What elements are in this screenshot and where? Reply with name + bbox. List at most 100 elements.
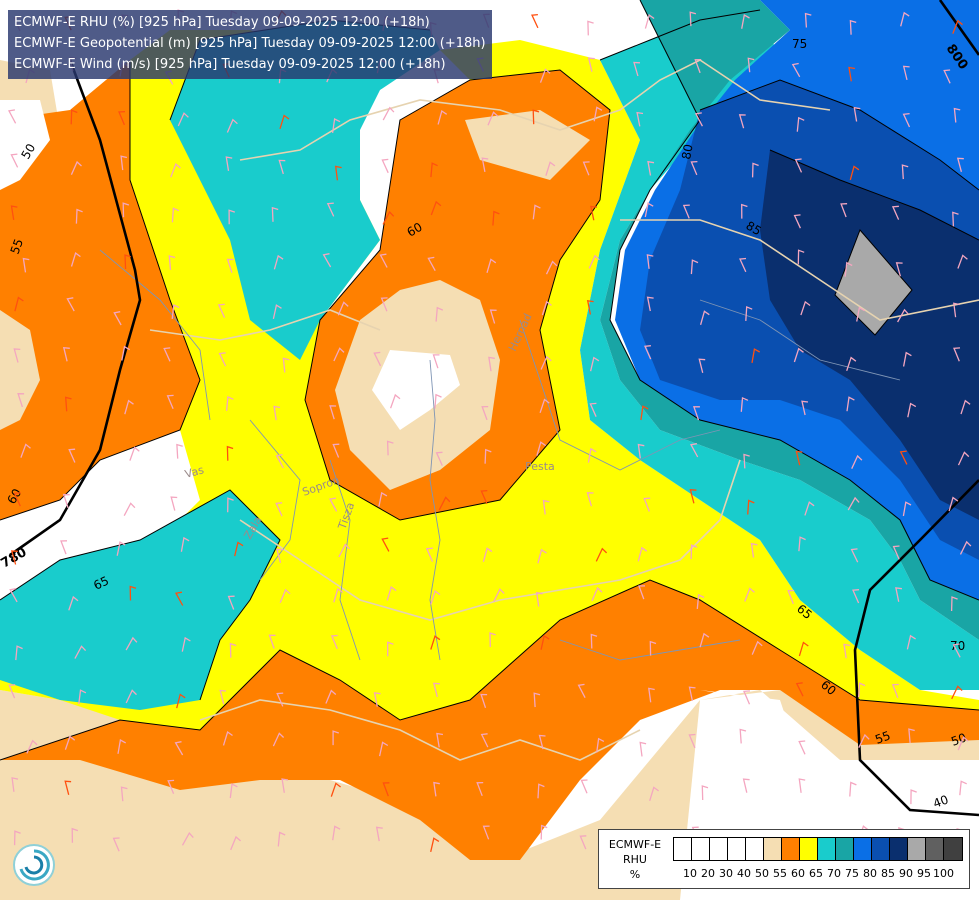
wind-barb-icon [381,158,389,174]
legend-swatch [818,838,836,860]
wind-barb-icon [638,585,646,600]
wind-barb-icon [116,541,126,556]
wind-barb-icon [895,262,903,277]
map-title-box: ECMWF-E RHU (%) [925 hPa] Tuesday 09-09-… [8,10,492,79]
legend-swatch [944,838,962,860]
wind-barb-icon [589,356,600,372]
wind-barb-icon [540,824,548,840]
wind-barb-icon [120,786,128,802]
wind-barb-icon [75,208,83,224]
wind-barb-icon [124,399,134,415]
wind-barb-icon [217,303,226,318]
wind-barb-icon [891,205,900,220]
wind-barb-icon [381,537,390,552]
wind-barb-icon [952,643,961,658]
wind-barb-icon [332,825,341,841]
legend-tick-label: 80 [863,867,877,880]
wind-barb-icon [633,61,641,77]
wind-barb-icon [960,399,971,415]
legend-tick-label: 95 [917,867,931,880]
wind-barb-icon [331,118,341,133]
contour-label: 55 [873,728,892,746]
wind-barb-icon [10,153,19,168]
wind-barb-icon [796,116,805,132]
wind-barb-icon [577,683,586,699]
ecmwf-logo-icon [13,844,55,886]
wind-barb-icon [375,826,383,842]
wind-barb-icon [430,635,441,650]
wind-barb-icon [322,253,332,268]
wind-barb-icon [389,393,401,409]
wind-barb-icon [387,641,394,657]
wind-barb-icon [11,777,19,792]
wind-barb-icon [590,633,598,649]
wind-barb-icon [8,684,16,699]
wind-barb-icon [853,106,861,122]
wind-barb-icon [22,257,30,273]
wind-barb-icon [386,440,394,456]
contour-label: 60 [405,220,425,240]
wind-barb-icon [276,692,284,707]
wind-barb-icon [226,258,234,273]
wind-barb-icon [682,204,690,219]
wind-barb-icon [13,830,21,846]
color-legend: ECMWF-E RHU % 10 20 30 40 50 55 60 65 70 75 80 85 90… [598,829,970,889]
wind-barb-icon [279,114,290,129]
contour-label: 85 [744,218,764,238]
wind-barb-icon [902,501,912,517]
wind-barb-icon [118,110,126,126]
wind-barb-icon [535,591,543,607]
wind-barb-icon [804,12,812,28]
wind-barb-icon [476,781,484,797]
wind-barb-icon [644,345,652,360]
wind-barb-icon [337,301,349,316]
wind-barb-icon [230,835,242,851]
wind-barb-icon [593,106,603,122]
wind-barb-icon [901,164,909,180]
wind-barb-icon [750,542,758,558]
wind-barb-icon [850,548,859,563]
legend-tick-label: 20 [701,867,715,880]
wind-barb-icon [846,356,857,372]
wind-barb-icon [689,488,697,504]
wind-barb-icon [895,587,902,602]
wind-barb-icon [275,454,284,469]
wind-barb-icon [433,781,440,797]
wind-barbs [8,9,972,853]
wind-barb-icon [595,547,608,562]
wind-barb-icon [644,14,655,29]
legend-tick-label: 30 [719,867,733,880]
wind-barb-icon [74,645,87,659]
wind-barb-icon [222,730,233,746]
wind-barb-icon [281,778,289,793]
wind-barb-icon [427,256,436,272]
wind-barb-icon [696,594,705,609]
wind-barb-icon [70,252,81,267]
wind-barb-icon [906,634,916,650]
wind-barb-icon [899,450,908,465]
wind-barb-icon [13,348,21,363]
wind-barb-icon [795,682,804,697]
wind-barb-icon [386,586,397,601]
wind-barb-icon [229,642,237,658]
wind-barb-icon [694,112,703,127]
wind-barb-icon [908,728,915,744]
title-line-wind: ECMWF-E Wind (m/s) [925 hPa] Tuesday 09-… [14,57,446,72]
wind-barb-icon [17,393,25,408]
wind-barb-icon [338,543,350,558]
wind-barb-icon [798,536,806,552]
wind-barb-icon [953,302,960,318]
wind-barb-icon [228,209,235,225]
wind-barb-icon [20,443,31,458]
wind-barb-icon [539,398,550,414]
wind-barb-icon [124,254,131,270]
wind-barb-icon [751,348,761,364]
wind-barb-icon [747,499,755,515]
contour-label: 65 [91,574,111,593]
wind-barb-icon [8,109,17,124]
wind-barb-icon [168,255,176,270]
wind-barb-icon [743,690,751,705]
wind-barb-icon [902,65,910,81]
contour-label: 60 [4,486,24,506]
wind-barb-icon [956,157,964,172]
